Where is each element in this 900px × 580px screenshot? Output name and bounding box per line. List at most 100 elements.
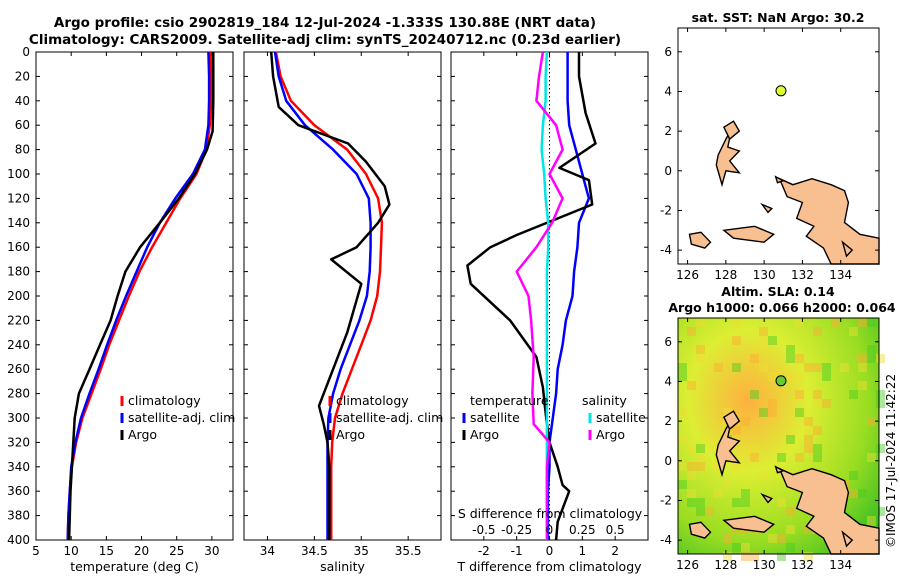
sla-cell — [759, 336, 768, 345]
x-tick-label: 130 — [753, 558, 776, 572]
sst-land-6 — [774, 175, 786, 184]
sla-cell — [732, 543, 741, 552]
sla-land-2 — [688, 521, 712, 539]
x-tick-label: 35.5 — [395, 544, 422, 558]
panel-sla_map: 126 128 130 132 134 -4 -2 0 2 4 6 — [660, 317, 885, 572]
axes-frame-salinity — [243, 51, 442, 541]
argo-location-marker — [775, 375, 787, 387]
y-tick-label: 180 — [7, 265, 30, 279]
x-tick-label: 126 — [676, 268, 699, 282]
sla-cell — [867, 354, 876, 363]
sla-cell — [786, 543, 795, 552]
sla-land-6 — [774, 465, 786, 474]
series-t-argo — [466, 52, 597, 541]
sla-cell — [732, 498, 741, 507]
sla-land-3 — [722, 515, 776, 533]
sla-cell — [804, 444, 813, 453]
sla-cell — [759, 327, 768, 336]
y-tick-label: -4 — [660, 243, 672, 257]
sla-cell — [804, 525, 813, 534]
x-tick-label: 0 — [546, 544, 554, 558]
x-tick-label: 20 — [134, 544, 149, 558]
sla-cell — [750, 552, 759, 561]
sla-cell — [795, 354, 804, 363]
legend-label: satellite — [596, 410, 646, 425]
sla-land-7 — [841, 530, 854, 548]
x-tick-label: 34.5 — [301, 544, 328, 558]
legend-label: satellite-adj. clim — [336, 410, 443, 425]
x-tick-label: 10 — [64, 544, 79, 558]
y-tick-label: 380 — [7, 509, 30, 523]
x-tick-label: 132 — [791, 558, 814, 572]
sla-cell — [714, 489, 723, 498]
sla-cell — [804, 552, 813, 561]
sla-cell — [867, 516, 876, 525]
sla-cell — [732, 426, 741, 435]
sla-cell — [741, 489, 750, 498]
y-tick-label: 400 — [7, 533, 30, 547]
sla-cell — [822, 399, 831, 408]
sla-cell — [678, 363, 687, 372]
sla-cell — [750, 390, 759, 399]
series-s-argo — [515, 51, 564, 540]
sla-cell — [759, 363, 768, 372]
sla-cell — [696, 444, 705, 453]
series-t-satellite — [546, 52, 591, 540]
sla-cell — [732, 336, 741, 345]
series-argo — [269, 51, 391, 540]
sla-cell — [750, 354, 759, 363]
sla-cell — [840, 363, 849, 372]
sla-cell — [867, 318, 876, 327]
sla-cell — [741, 543, 750, 552]
x-tick-label: 1 — [579, 544, 587, 558]
legend-label: Argo — [336, 427, 365, 442]
x-tick-label: -1 — [511, 544, 523, 558]
sla-cell — [696, 318, 705, 327]
x-tick-label: 130 — [753, 268, 776, 282]
sla-cell — [786, 507, 795, 516]
panel-temperature: 5 10 15 20 25 3002040608010012014016018020022… — [7, 45, 235, 574]
x-tick-label: 2 — [611, 544, 619, 558]
sla-cell — [822, 363, 831, 372]
sla-cell — [876, 390, 885, 399]
panel-sst_map: 126 128 130 132 134 -4 -2 0 2 4 6 — [660, 27, 880, 282]
sla-cell — [768, 408, 777, 417]
x-axis-label-salinity: salinity — [320, 559, 365, 574]
y-tick-label: 220 — [7, 313, 30, 327]
sla-cell — [786, 372, 795, 381]
sla-cell — [678, 480, 687, 489]
sla-cell — [723, 408, 732, 417]
series-satellite-adj-clim — [273, 51, 372, 540]
legend-label: Argo — [596, 427, 625, 442]
sst-land-4 — [722, 120, 741, 141]
sst-map-title: sat. SST: NaN Argo: 30.2 — [691, 10, 865, 25]
sla-cell — [687, 444, 696, 453]
x-tick-label: -2 — [478, 544, 490, 558]
y-tick-label: 240 — [7, 338, 30, 352]
x-tick-label: 134 — [829, 558, 852, 572]
sla-cell — [732, 525, 741, 534]
legend-label: climatology — [128, 393, 201, 408]
sla-cell — [858, 318, 867, 327]
sla-map-title-2: Argo h1000: 0.066 h2000: 0.064 — [668, 300, 896, 315]
sla-cell — [786, 435, 795, 444]
x-axis-label-difference: T difference from climatology — [456, 559, 642, 574]
x-tick-label: 5 — [32, 544, 40, 558]
sla-cell — [687, 381, 696, 390]
y-tick-label: 4 — [664, 374, 672, 388]
sla-land-5 — [760, 492, 774, 504]
sla-cell — [678, 462, 687, 471]
sla-cell — [831, 318, 840, 327]
title-line-1: Argo profile: csio 2902819_184 12-Jul-20… — [53, 15, 597, 31]
sla-cell — [786, 345, 795, 354]
sst-land-3 — [722, 225, 776, 243]
legend-header-salinity: salinity — [582, 393, 627, 408]
sla-cell — [678, 435, 687, 444]
x-tick-label: 134 — [829, 268, 852, 282]
y-tick-label: 40 — [15, 94, 30, 108]
sla-cell — [741, 552, 750, 561]
y-tick-label: 340 — [7, 460, 30, 474]
sst-land-7 — [841, 240, 854, 258]
sla-cell — [876, 399, 885, 408]
sla-cell — [813, 453, 822, 462]
